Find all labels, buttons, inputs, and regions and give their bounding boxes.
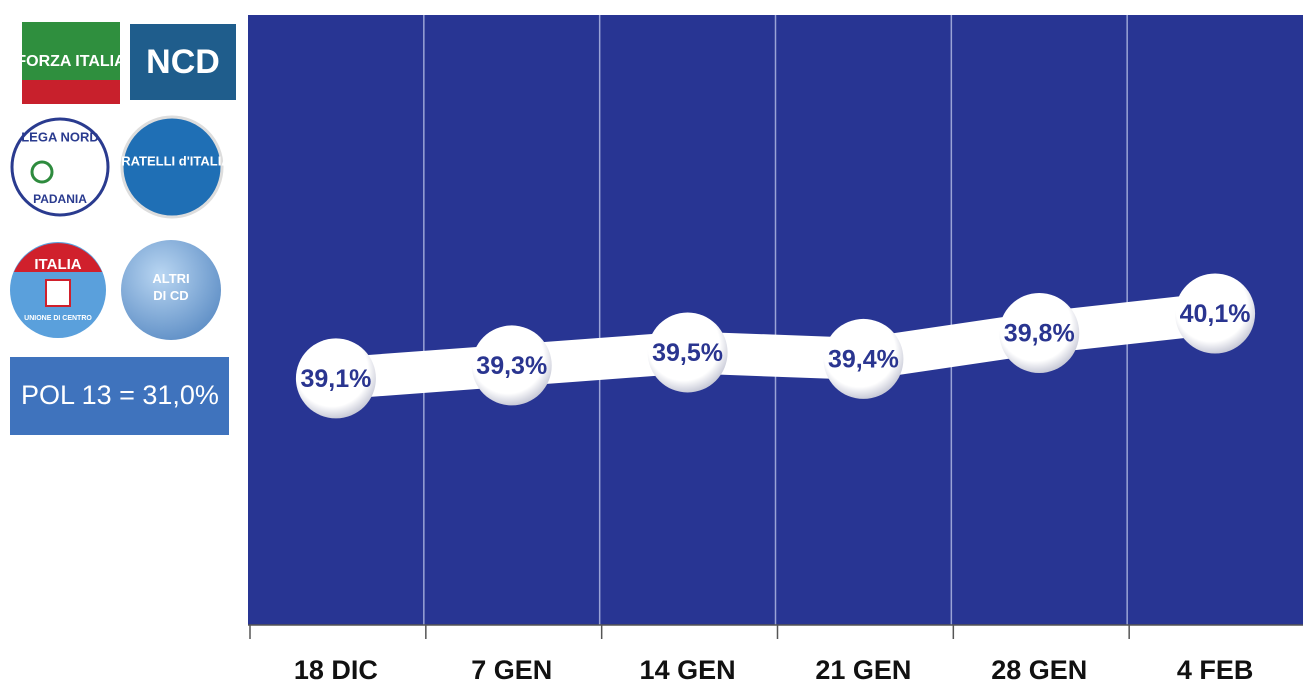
point: [823, 318, 904, 399]
point: [1175, 273, 1256, 354]
x-tick-label: 7 GEN: [471, 655, 552, 685]
pol-label: POL 13 = 31,0%: [21, 380, 219, 410]
logo-udc: ITALIA UNIONE DI CENTRO: [10, 242, 106, 338]
x-tick-label: 14 GEN: [640, 655, 736, 685]
logo-text: ITALIA: [34, 256, 81, 273]
x-tick-label: 18 DIC: [294, 655, 378, 685]
x-tick-label: 28 GEN: [991, 655, 1087, 685]
logo-text: ALTRI DI CD: [152, 271, 190, 303]
value-label: 39,8%: [1004, 320, 1075, 348]
point: [647, 312, 728, 393]
logo-altri: ALTRI DI CD: [121, 240, 221, 340]
logo-text: FORZA ITALIA: [16, 53, 126, 70]
logo-text: UNIONE DI CENTRO: [24, 315, 92, 322]
logo-ncd: NCD: [130, 24, 236, 100]
logo-fratelli-italia: FRATELLI d'ITALIA: [113, 115, 231, 219]
point: [999, 292, 1080, 373]
logo-text: FRATELLI d'ITALIA: [113, 153, 231, 168]
x-tick-label: 4 FEB: [1177, 655, 1254, 685]
logo-text: NCD: [146, 43, 220, 81]
value-label: 39,5%: [652, 339, 723, 367]
logo-forza-italia: FORZA ITALIA: [16, 22, 126, 104]
value-label: 39,3%: [476, 352, 547, 380]
value-label: 39,4%: [828, 346, 899, 374]
logo-text-box: ALTRI DI CD: [152, 271, 190, 303]
point: [471, 325, 552, 406]
logo-text: LEGA NORD: [21, 129, 99, 144]
logo-lega-nord: LEGA NORD PADANIA: [10, 117, 110, 217]
value-label: 40,1%: [1180, 300, 1251, 328]
point: [295, 338, 376, 419]
value-label: 39,1%: [300, 365, 371, 393]
pol-box: [10, 357, 229, 435]
x-tick-label: 21 GEN: [815, 655, 911, 685]
logo-text: PADANIA: [33, 192, 87, 206]
